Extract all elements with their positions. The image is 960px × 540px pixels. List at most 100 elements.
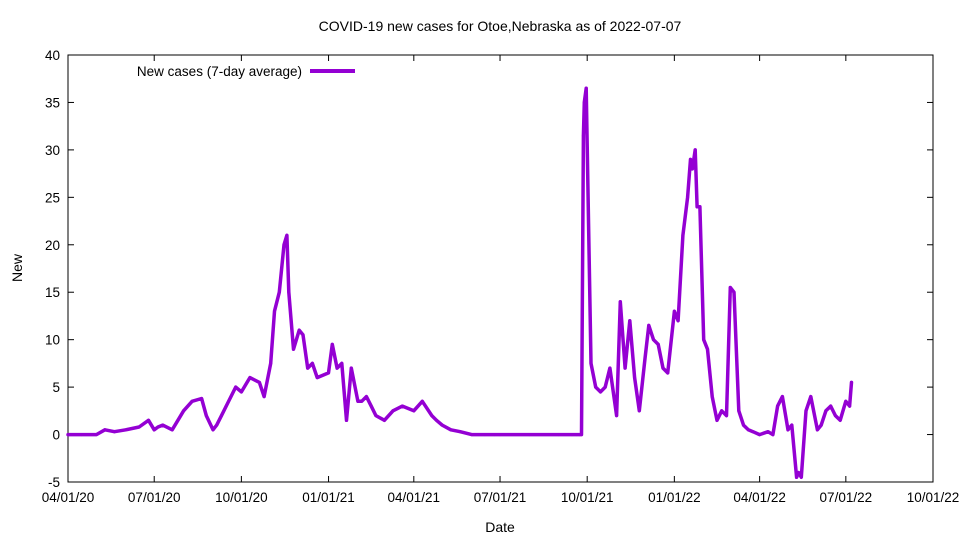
data-point: [848, 404, 852, 408]
data-point: [94, 433, 98, 437]
data-point: [771, 433, 775, 437]
data-point: [672, 309, 676, 313]
data-point: [786, 428, 790, 432]
data-point: [301, 333, 305, 337]
data-point: [170, 428, 174, 432]
x-tick-label: 04/01/22: [733, 490, 786, 505]
data-point: [776, 404, 780, 408]
data-point: [137, 425, 141, 429]
data-point: [327, 371, 330, 375]
data-point: [698, 205, 702, 209]
data-point: [799, 475, 803, 479]
data-point: [833, 414, 837, 418]
data-point: [633, 376, 637, 380]
data-point: [470, 433, 474, 437]
data-point: [269, 361, 273, 365]
data-point: [273, 309, 276, 313]
data-point: [681, 233, 685, 237]
data-point: [345, 418, 348, 422]
data-point: [676, 319, 680, 323]
data-point: [686, 195, 690, 199]
x-tick-label: 04/01/20: [42, 490, 95, 505]
data-point: [292, 347, 295, 351]
data-point: [112, 430, 116, 434]
x-axis-ticks: 04/01/20 07/01/20 10/01/20 01/01/21 04/01/21…: [42, 55, 960, 505]
data-point: [815, 428, 819, 432]
data-point: [603, 385, 607, 389]
data-point: [618, 300, 622, 304]
data-point: [297, 328, 301, 332]
data-point: [400, 404, 404, 408]
data-point: [182, 409, 186, 413]
data-point: [498, 433, 502, 437]
data-point: [728, 286, 732, 289]
y-tick-label: 40: [45, 48, 60, 63]
data-point: [623, 366, 627, 370]
data-point: [211, 428, 215, 432]
x-tick-label: 01/01/22: [648, 490, 701, 505]
data-point: [715, 418, 719, 422]
data-point: [364, 395, 368, 399]
data-point: [356, 399, 360, 403]
data-point: [449, 428, 453, 432]
y-tick-label: 10: [45, 333, 60, 348]
data-point: [257, 380, 261, 384]
data-point: [124, 428, 128, 432]
data-point: [589, 361, 593, 365]
data-point: [844, 399, 848, 403]
data-point: [262, 395, 266, 399]
data-point: [282, 243, 286, 247]
data-point: [335, 366, 339, 370]
data-point: [695, 205, 699, 209]
data-point: [306, 366, 310, 370]
data-point: [838, 418, 842, 422]
data-point: [725, 414, 728, 418]
data-point: [580, 433, 583, 437]
plot-frame: [67, 54, 934, 483]
x-tick-label: 07/01/20: [128, 490, 181, 505]
data-point: [277, 290, 281, 294]
data-point: [224, 404, 228, 408]
data-point: [742, 423, 745, 427]
y-tick-label: 20: [45, 238, 60, 253]
data-point: [234, 385, 238, 389]
data-point: [330, 342, 334, 346]
legend-label: New cases (7-day average): [137, 64, 302, 79]
x-tick-label: 10/01/22: [907, 490, 960, 505]
data-point: [652, 338, 655, 342]
data-point: [66, 433, 70, 437]
y-tick-label: 0: [52, 428, 60, 443]
data-point: [200, 397, 204, 400]
data-point: [647, 323, 651, 327]
data-point: [360, 399, 364, 403]
data-point: [689, 157, 692, 161]
y-tick-label: 35: [45, 95, 60, 110]
data-point: [824, 409, 828, 413]
data-point: [809, 395, 813, 399]
data-point: [369, 404, 373, 408]
data-point: [430, 414, 434, 418]
data-point: [758, 433, 762, 437]
data-point: [152, 428, 156, 432]
data-point: [720, 409, 724, 413]
data-point: [190, 399, 194, 403]
series-line-0: [66, 86, 854, 480]
x-tick-label: 07/01/22: [820, 490, 873, 505]
data-point: [710, 395, 714, 399]
data-point: [637, 409, 641, 413]
data-point: [643, 357, 647, 361]
y-tick-label: 25: [45, 190, 60, 205]
data-point: [666, 371, 670, 375]
legend: New cases (7-day average): [137, 64, 355, 79]
data-point: [594, 385, 598, 389]
data-point: [732, 290, 736, 294]
data-point: [382, 418, 386, 422]
data-point: [483, 433, 487, 437]
data-point: [656, 342, 660, 346]
y-tick-label: 15: [45, 285, 60, 300]
data-point: [804, 409, 808, 413]
data-point: [340, 361, 344, 365]
chart-title: COVID-19 new cases for Otoe,Nebraska as …: [319, 18, 682, 34]
data-point: [492, 433, 496, 437]
